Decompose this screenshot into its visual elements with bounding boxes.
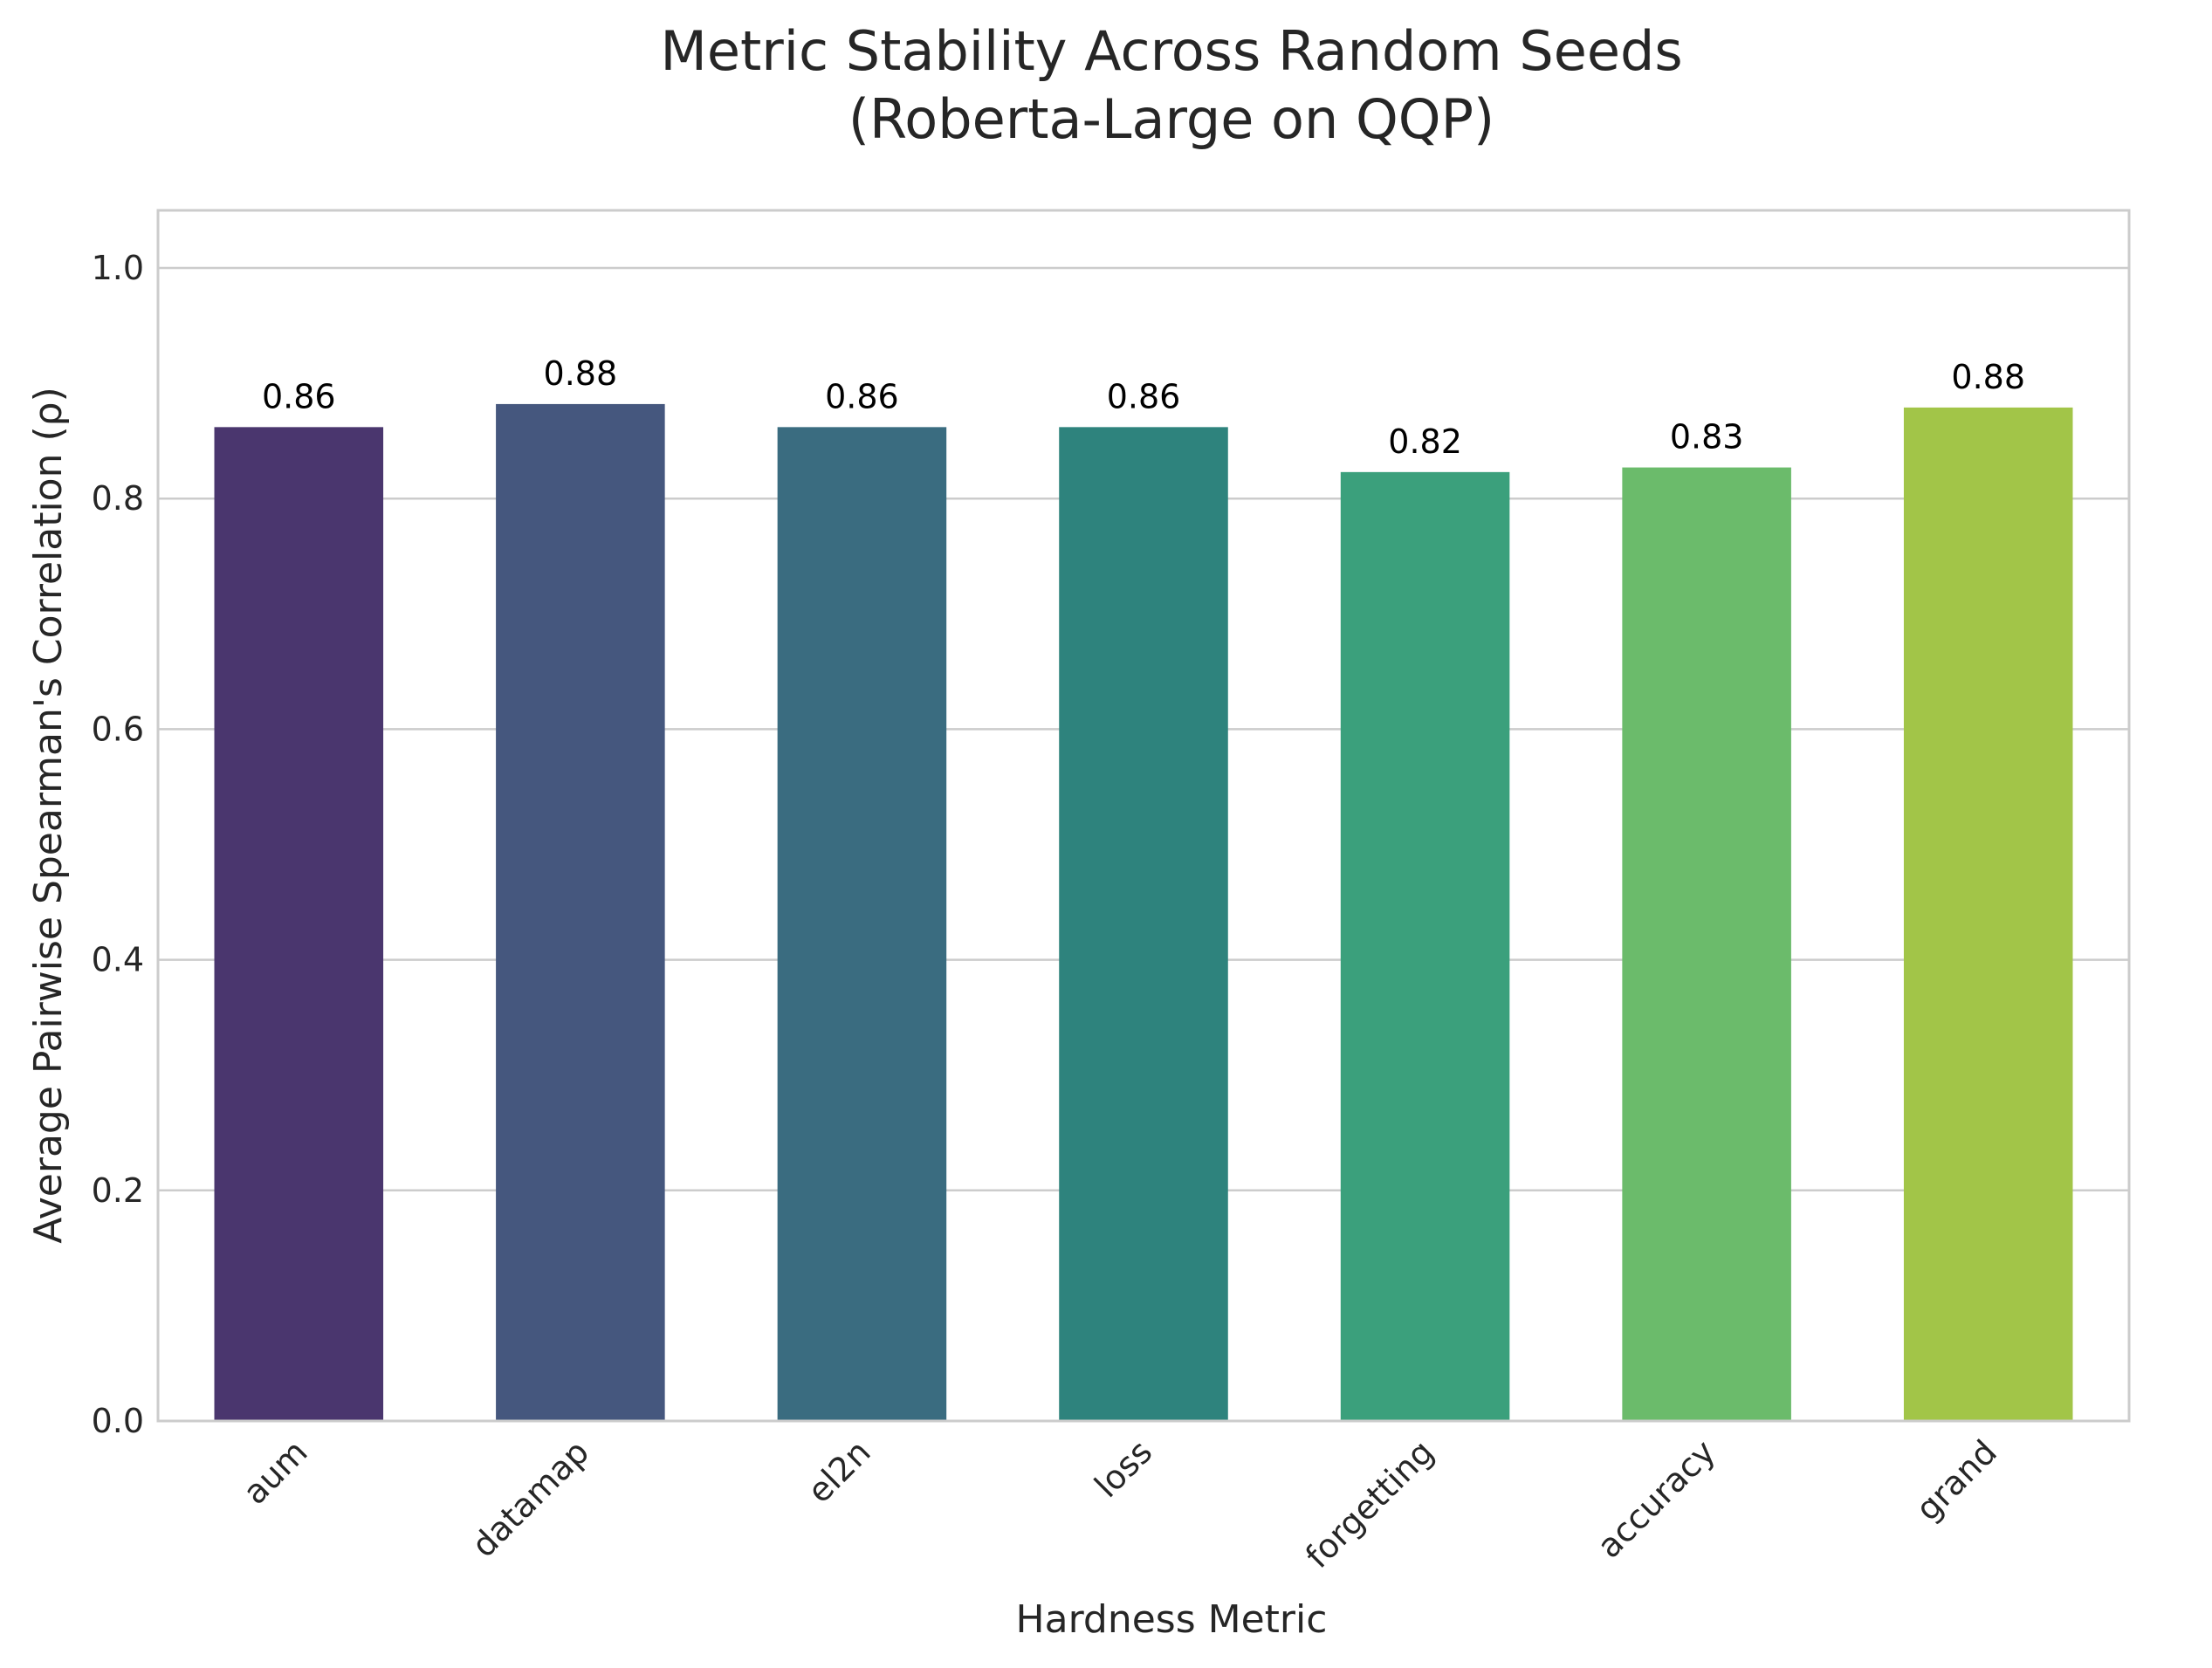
y-tick-label: 0.0 <box>92 1402 144 1440</box>
plot-frame <box>156 209 2131 1423</box>
y-tick-label: 0.4 <box>92 941 144 979</box>
bar-datamap <box>496 403 665 1421</box>
bar-grand <box>1903 407 2073 1422</box>
x-tick-label-aum: aum <box>236 1432 315 1512</box>
chart-title-line-1: Metric Stability Across Random Seeds <box>660 19 1682 83</box>
x-tick-labels: aum datamap el2n loss forgetting accuracy gran… <box>236 1432 2004 1575</box>
bar-value-label-accuracy: 0.83 <box>1670 418 1744 456</box>
x-tick-label-forgetting: forgetting <box>1298 1432 1441 1575</box>
bar-value-label-grand: 0.88 <box>1951 358 2025 396</box>
y-tick-labels: 0.0 0.2 0.4 0.6 0.8 1.0 <box>92 249 144 1440</box>
y-tick-label: 0.2 <box>92 1171 144 1210</box>
y-tick-label: 0.8 <box>92 479 144 518</box>
bar-value-label-datamap: 0.88 <box>544 354 618 393</box>
bar-forgetting <box>1340 471 1510 1421</box>
x-axis-label: Hardness Metric <box>1016 1597 1328 1642</box>
bar-loss <box>1059 427 1228 1421</box>
bars <box>214 403 2073 1422</box>
bar-accuracy <box>1622 467 1791 1421</box>
x-tick-label-grand: grand <box>1908 1432 2004 1528</box>
bar-value-labels: 0.86 0.88 0.86 0.86 0.82 0.83 0.88 <box>262 354 2025 461</box>
x-tick-label-el2n: el2n <box>800 1432 878 1510</box>
bar-aum <box>214 427 384 1421</box>
x-tick-label-loss: loss <box>1087 1432 1159 1505</box>
bar-value-label-forgetting: 0.82 <box>1388 422 1462 461</box>
bar-value-label-el2n: 0.86 <box>825 377 899 415</box>
bar-value-label-aum: 0.86 <box>262 377 336 415</box>
chart-title-line-2: (Roberta-Large on QQP) <box>848 87 1494 151</box>
y-tick-label: 1.0 <box>92 249 144 287</box>
x-tick-label-accuracy: accuracy <box>1590 1432 1722 1565</box>
x-tick-label-datamap: datamap <box>464 1432 596 1564</box>
y-axis-label: Average Pairwise Spearman's Correlation … <box>26 387 71 1244</box>
bar-value-label-loss: 0.86 <box>1107 377 1181 415</box>
bar-el2n <box>777 427 947 1421</box>
y-tick-label: 0.6 <box>92 710 144 748</box>
